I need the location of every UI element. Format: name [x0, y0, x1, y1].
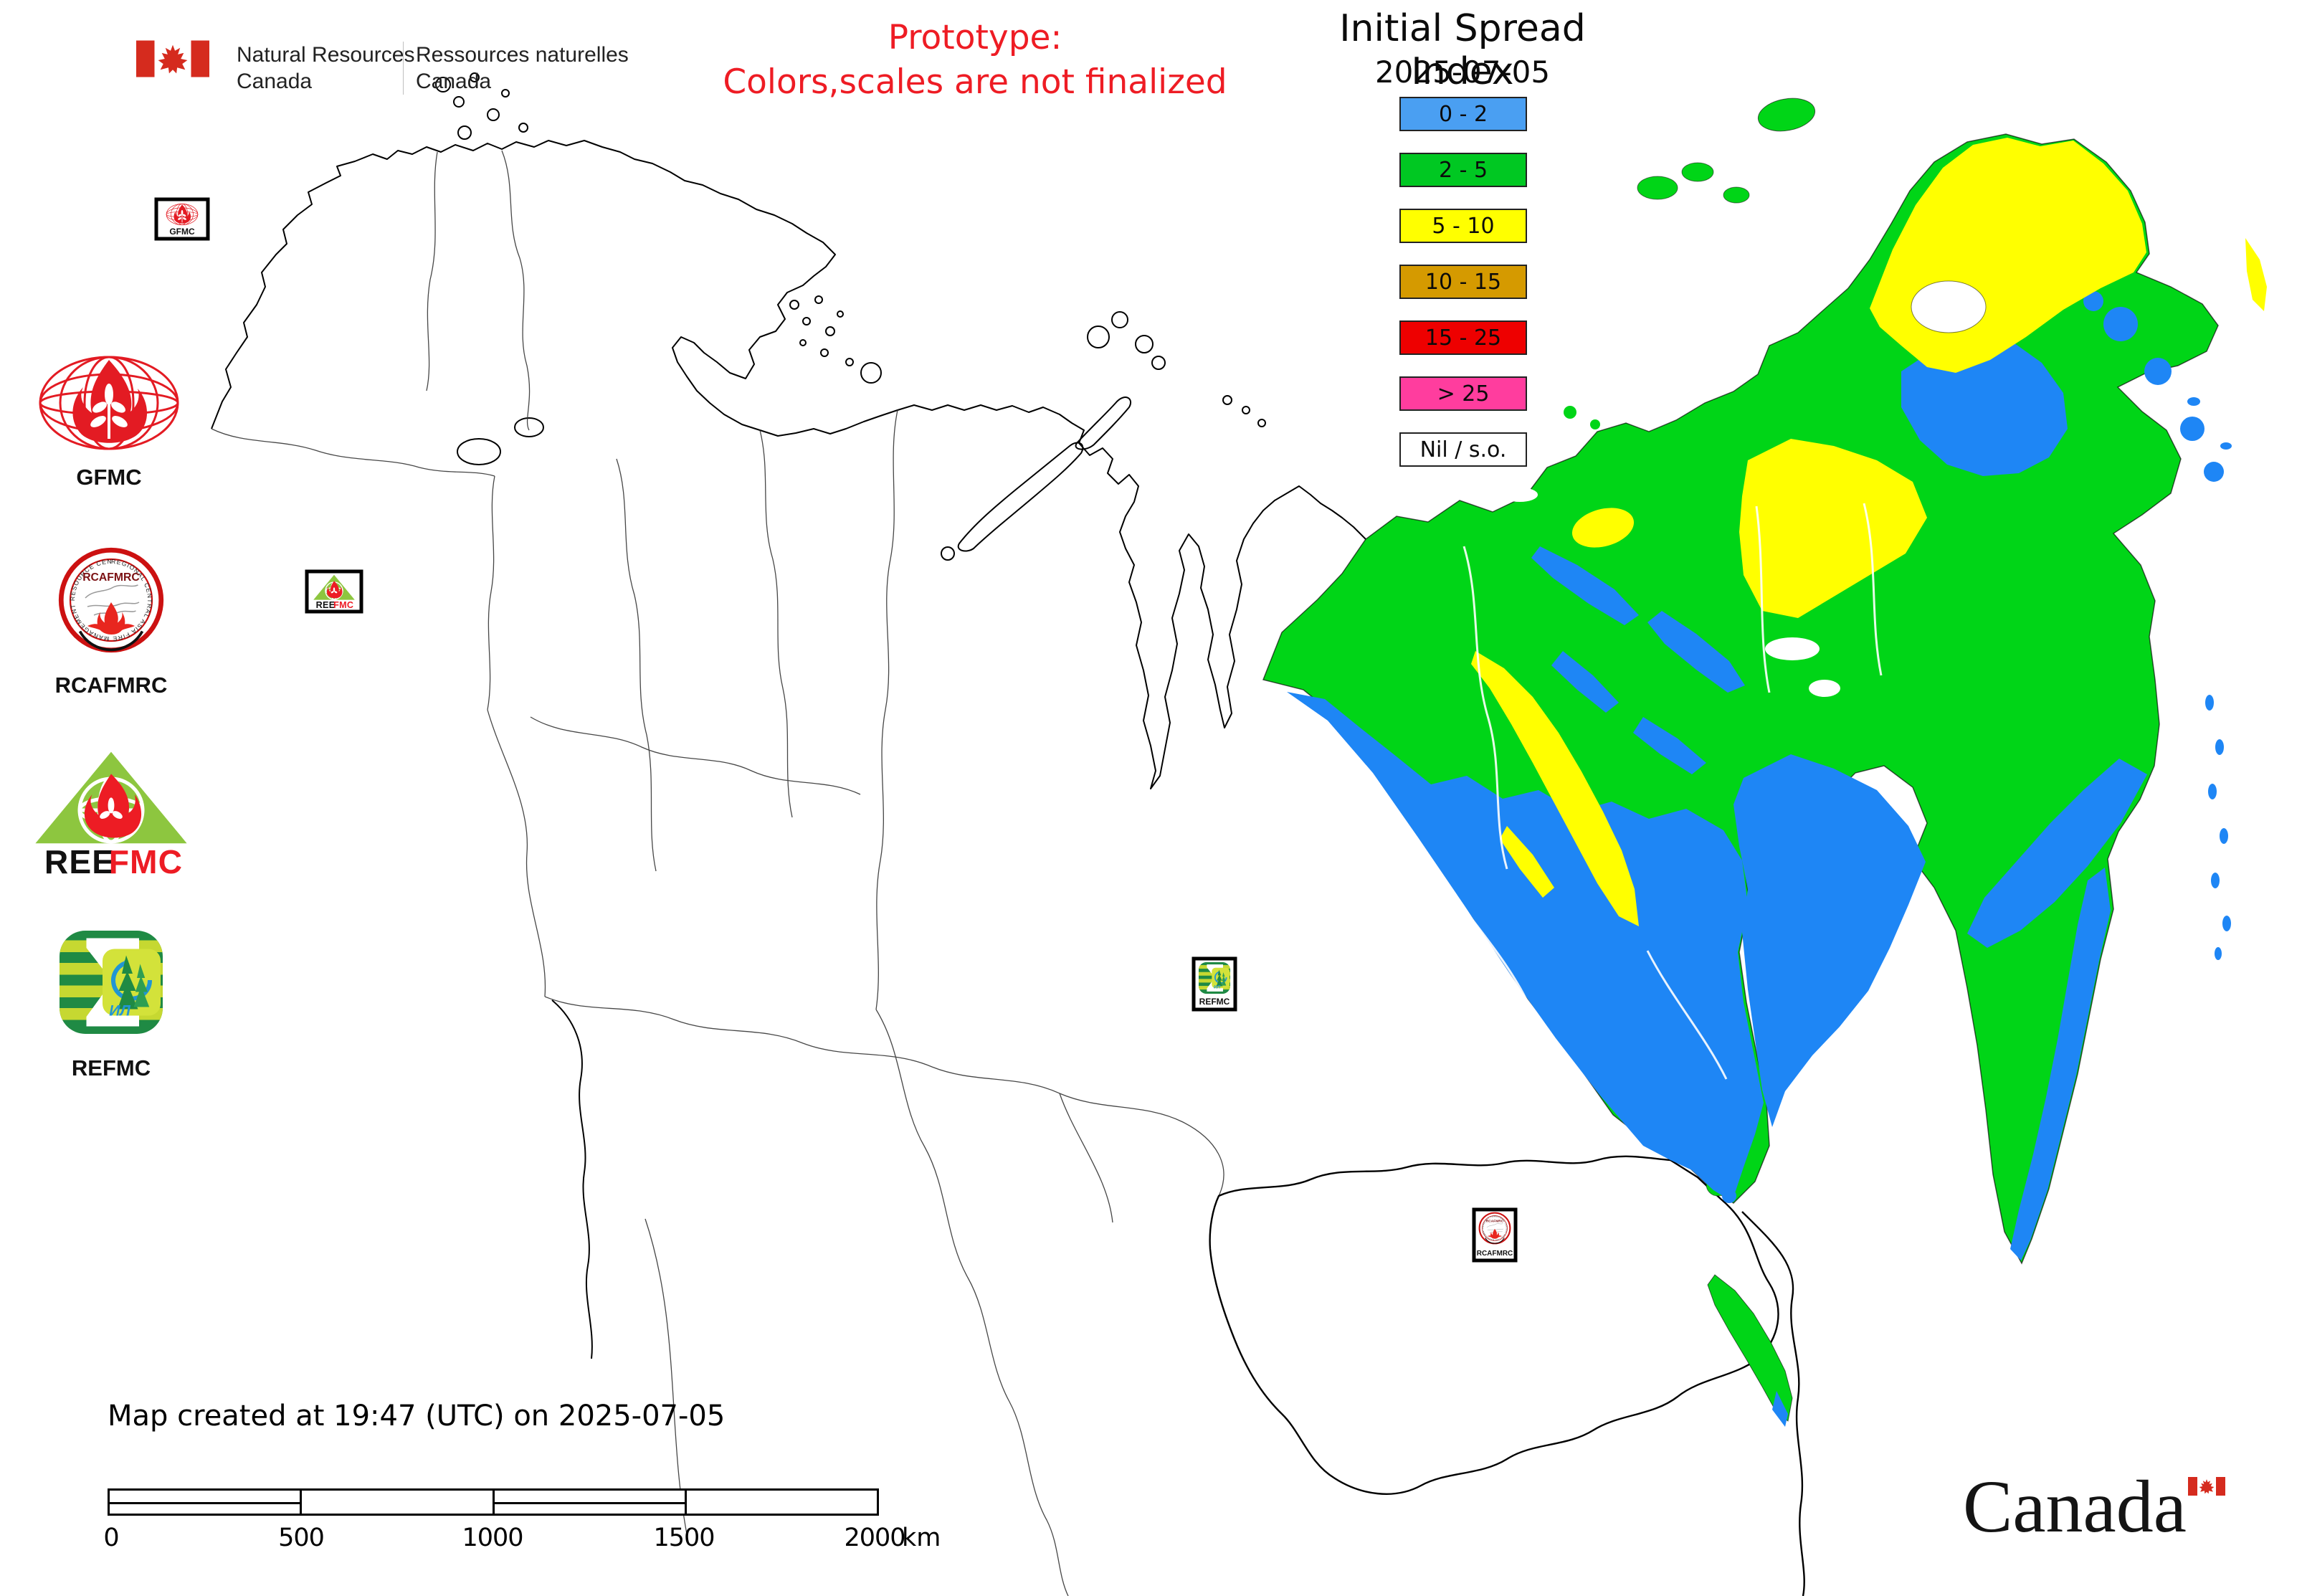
novaya-zemlya-north-island [1075, 396, 1131, 450]
caspian-coast [551, 999, 593, 1359]
legend-label: Nil / s.o. [1419, 437, 1507, 462]
arctic-coastline [211, 140, 1366, 789]
gfmc-label: GFMC [76, 465, 142, 490]
scale-segment [684, 1491, 877, 1514]
river-lines [1427, 503, 1883, 1118]
scale-tick-1000: 1000 [462, 1524, 523, 1552]
svalbard-islands [435, 72, 528, 140]
nrcan-en-line1: Natural Resources [237, 43, 415, 67]
isi-legend: 0 - 2 2 - 5 5 - 10 10 - 15 15 - 25 > 25 … [1399, 97, 1527, 488]
prototype-notice: Prototype: Colors,scales are not finaliz… [667, 16, 1283, 105]
scale-bar [108, 1488, 879, 1516]
prototype-line1: Prototype: [888, 18, 1062, 57]
scale-tick-1500: 1500 [653, 1524, 715, 1552]
nrcan-wordmark-fr: Ressources naturelles Canada [416, 42, 629, 95]
header-divider [403, 42, 404, 95]
scale-segment [300, 1491, 493, 1514]
scale-segment [110, 1491, 300, 1514]
legend-label: 0 - 2 [1438, 101, 1488, 127]
taymyr-islets [1222, 395, 1266, 427]
rcafmrc-label: RCAFMRC [54, 673, 168, 698]
lake-onega [514, 417, 544, 437]
reefmc-logo [32, 747, 190, 881]
marker-gfmc-label: GFMC [169, 227, 195, 237]
page-title: Initial Spread Index [1339, 7, 1586, 93]
nrcan-en-line2: Canada [237, 70, 313, 93]
legend-item-2-5: 2 - 5 [1399, 153, 1527, 187]
novaya-zemlya-island [957, 442, 1084, 552]
kolguyev-island [860, 362, 882, 384]
nodata-white-patches [1502, 280, 1987, 697]
scale-unit: km [902, 1524, 941, 1552]
lake-ladoga [457, 438, 501, 465]
rcafmrc-logo [57, 546, 165, 654]
canada-wordmark-flag-icon [2188, 1477, 2225, 1496]
legend-item-0-2: 0 - 2 [1399, 97, 1527, 131]
nrcan-wordmark-en: Natural Resources Canada [237, 42, 414, 95]
refmc-label: REFMC [71, 1055, 151, 1080]
scale-tick-0: 0 [103, 1524, 119, 1552]
map-date: 2025-07-05 [1374, 54, 1551, 90]
legend-label: 5 - 10 [1432, 213, 1495, 239]
vaygach-island [941, 546, 955, 561]
map-created-timestamp: Map created at 19:47 (UTC) on 2025-07-05 [108, 1400, 726, 1433]
legend-label: 2 - 5 [1438, 157, 1488, 183]
gfmc-logo [39, 356, 179, 450]
legend-item-gt-25: > 25 [1399, 376, 1527, 411]
map-markers: GFMC REFMC RCAFMRC [154, 197, 1518, 1263]
marker-refmc: REFMC [1192, 956, 1237, 1012]
island-chain-blue [2187, 397, 2232, 960]
wrangel-island-green [1757, 98, 1816, 132]
prototype-line2: Colors,scales are not finalized [723, 62, 1227, 102]
mongolia-outline [1209, 1155, 1779, 1495]
marker-gfmc: GFMC [154, 197, 210, 241]
coastal-green-islets [1564, 406, 1600, 429]
scale-tick-500: 500 [278, 1524, 325, 1552]
legend-label: 15 - 25 [1425, 325, 1502, 351]
legend-item-nil: Nil / s.o. [1399, 432, 1527, 467]
legend-item-5-10: 5 - 10 [1399, 209, 1527, 243]
marker-rcafmrc: RCAFMRC [1472, 1207, 1518, 1263]
new-siberian-islands-green [1637, 162, 1750, 204]
mongolia-china-borders [1209, 1155, 1805, 1596]
admin-borders [211, 150, 1224, 1596]
franz-josef-land-islands [789, 295, 854, 366]
legend-item-10-15: 10 - 15 [1399, 265, 1527, 299]
severnaya-zemlya-islands [1087, 311, 1166, 370]
canada-flag-icon [136, 40, 209, 77]
refmc-logo [57, 928, 165, 1036]
legend-label: > 25 [1437, 381, 1490, 407]
isi-data-region [1262, 98, 2267, 1427]
marker-rcafmrc-label: RCAFMRC [1477, 1250, 1513, 1258]
scale-tick-2000: 2000 [844, 1524, 905, 1552]
canada-wordmark: Canada [1963, 1466, 2187, 1548]
scale-segment [492, 1491, 685, 1514]
nrcan-fr-line1: Ressources naturelles [416, 43, 629, 67]
legend-label: 10 - 15 [1425, 269, 1502, 295]
marker-reefmc [305, 569, 363, 614]
basemap-outlines [211, 72, 1366, 1359]
legend-item-15-25: 15 - 25 [1399, 320, 1527, 355]
nrcan-fr-line2: Canada [416, 70, 492, 93]
china-border [1741, 1211, 1805, 1596]
marker-refmc-label: REFMC [1199, 997, 1230, 1007]
